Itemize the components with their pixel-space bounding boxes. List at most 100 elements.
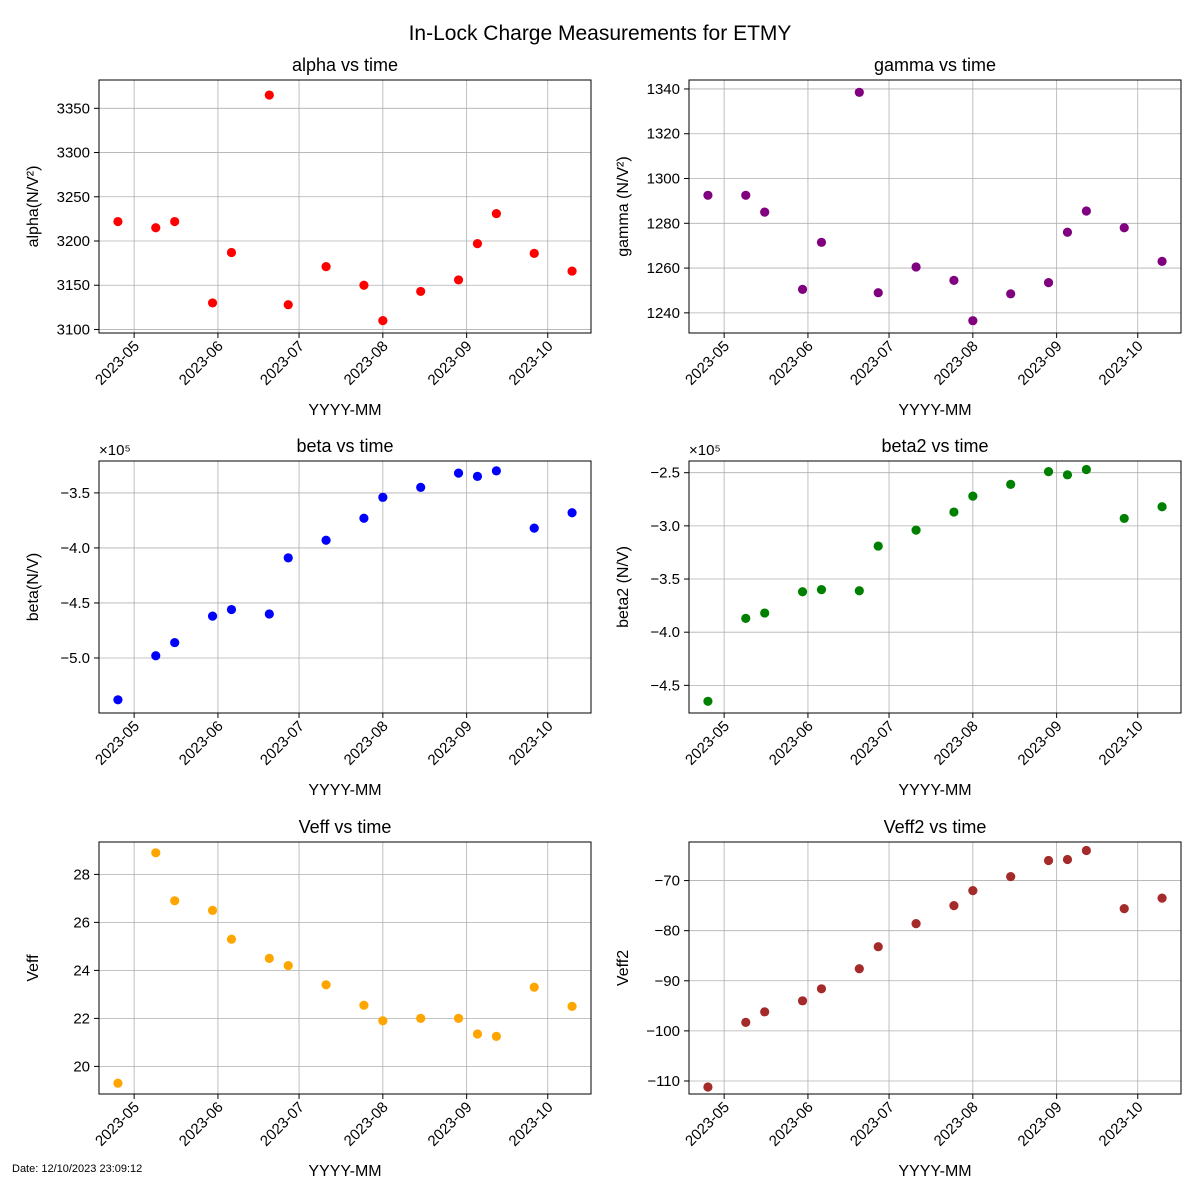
data-point xyxy=(283,553,293,563)
data-point xyxy=(359,280,369,290)
data-point xyxy=(378,492,388,502)
data-point xyxy=(797,996,808,1006)
y-tick-label: −5.0 xyxy=(60,650,90,667)
chart-title: beta vs time xyxy=(296,436,393,456)
data-point xyxy=(1006,479,1016,489)
x-tick-label: 2023-08 xyxy=(931,718,982,769)
data-point xyxy=(472,471,483,482)
y-tick-label: 3300 xyxy=(57,145,90,162)
x-axis-label: YYYY-MM xyxy=(308,782,381,799)
data-point xyxy=(968,491,978,501)
data-point xyxy=(264,609,274,619)
data-point xyxy=(453,1013,464,1024)
y-tick-label: 26 xyxy=(73,914,90,931)
chart-panel-6: 2023-05 2023-06 2023-07 2023-08 2023-09 2023-… xyxy=(615,817,1182,1180)
y-tick-label: −4.5 xyxy=(60,595,90,612)
y-tick-label: 1240 xyxy=(647,305,680,322)
y-tick-label: 1260 xyxy=(647,260,680,277)
x-tick-label: 2023-06 xyxy=(766,338,817,389)
footer-date: Date: 12/10/2023 23:09:12 xyxy=(12,1163,143,1175)
charts-grid: 2023-05 2023-06 2023-07 2023-08 2023-09 2023-… xyxy=(25,55,1182,1180)
x-tick-label: 2023-09 xyxy=(1015,718,1066,769)
data-point xyxy=(1043,278,1054,288)
data-point xyxy=(491,1031,501,1041)
chart-title: beta2 vs time xyxy=(881,436,988,456)
data-point xyxy=(741,190,751,200)
data-point xyxy=(321,262,331,272)
axes-frame xyxy=(688,460,1182,714)
y-tick-label: 3250 xyxy=(57,189,90,206)
chart-panel-2: 2023-05 2023-06 2023-07 2023-08 2023-09 2023-… xyxy=(615,55,1182,419)
y-offset-label: ×10⁵ xyxy=(99,442,131,459)
data-point xyxy=(226,247,237,258)
data-point xyxy=(911,525,921,535)
x-tick-label: 2023-09 xyxy=(1015,1099,1066,1150)
data-point xyxy=(207,905,218,916)
y-tick-label: 1300 xyxy=(647,171,680,188)
y-tick-label: −4.0 xyxy=(60,540,90,557)
data-point xyxy=(264,90,274,100)
data-point xyxy=(1062,854,1073,865)
y-tick-label: 3200 xyxy=(57,233,90,250)
data-point xyxy=(321,535,331,545)
x-axis-label: YYYY-MM xyxy=(308,402,381,419)
x-tick-label: 2023-07 xyxy=(257,338,308,389)
y-tick-label: 28 xyxy=(73,866,90,883)
data-point xyxy=(359,1000,369,1010)
data-point xyxy=(911,262,921,272)
y-tick-label: 3100 xyxy=(57,321,90,338)
data-point xyxy=(567,1001,577,1012)
data-point xyxy=(873,541,883,551)
chart-title: Veff vs time xyxy=(299,817,392,837)
x-tick-label: 2023-09 xyxy=(425,718,476,769)
x-tick-label: 2023-05 xyxy=(92,718,143,769)
axes-frame xyxy=(98,841,592,1095)
data-point xyxy=(816,237,827,247)
x-tick-label: 2023-08 xyxy=(931,338,982,389)
data-point xyxy=(1081,206,1091,216)
x-tick-label: 2023-09 xyxy=(1015,338,1066,389)
x-tick-label: 2023-06 xyxy=(176,718,227,769)
data-point xyxy=(359,513,369,523)
y-axis-label: alpha(N/V²) xyxy=(25,166,42,248)
data-point xyxy=(378,1016,388,1026)
data-point xyxy=(1043,855,1054,866)
data-point xyxy=(1062,470,1073,480)
x-tick-label: 2023-08 xyxy=(341,1099,392,1150)
data-point xyxy=(491,208,501,219)
y-tick-label: 1280 xyxy=(647,215,680,232)
data-point xyxy=(151,848,161,858)
x-tick-label: 2023-09 xyxy=(425,1099,476,1150)
data-point xyxy=(1081,845,1091,856)
x-tick-label: 2023-10 xyxy=(506,718,557,769)
data-point xyxy=(949,507,959,517)
data-point xyxy=(760,608,770,618)
data-point xyxy=(472,1029,483,1039)
chart-title: alpha vs time xyxy=(292,55,398,75)
data-point xyxy=(741,1017,751,1027)
y-offset-label: ×10⁵ xyxy=(689,442,721,459)
data-point xyxy=(529,982,539,992)
y-tick-label: −4.5 xyxy=(650,677,680,694)
x-axis-label: YYYY-MM xyxy=(898,782,971,799)
data-point xyxy=(491,466,501,476)
data-point xyxy=(816,585,827,595)
x-tick-label: 2023-07 xyxy=(847,1099,898,1150)
data-point xyxy=(873,942,883,952)
x-axis-label: YYYY-MM xyxy=(898,1163,971,1180)
data-point xyxy=(151,651,161,661)
data-point xyxy=(797,284,808,294)
x-tick-label: 2023-10 xyxy=(1096,1099,1147,1150)
x-tick-label: 2023-05 xyxy=(92,338,143,389)
chart-title: Veff2 vs time xyxy=(884,817,987,837)
y-tick-label: −110 xyxy=(647,1073,680,1090)
x-tick-label: 2023-05 xyxy=(682,338,733,389)
chart-panel-5: 2023-05 2023-06 2023-07 2023-08 2023-09 2023-… xyxy=(25,817,592,1180)
data-point xyxy=(226,934,237,944)
data-point xyxy=(760,1007,770,1017)
data-point xyxy=(703,1082,713,1092)
y-axis-label: Veff xyxy=(25,954,42,982)
data-point xyxy=(797,587,808,597)
data-point xyxy=(472,239,483,249)
data-point xyxy=(226,604,237,615)
